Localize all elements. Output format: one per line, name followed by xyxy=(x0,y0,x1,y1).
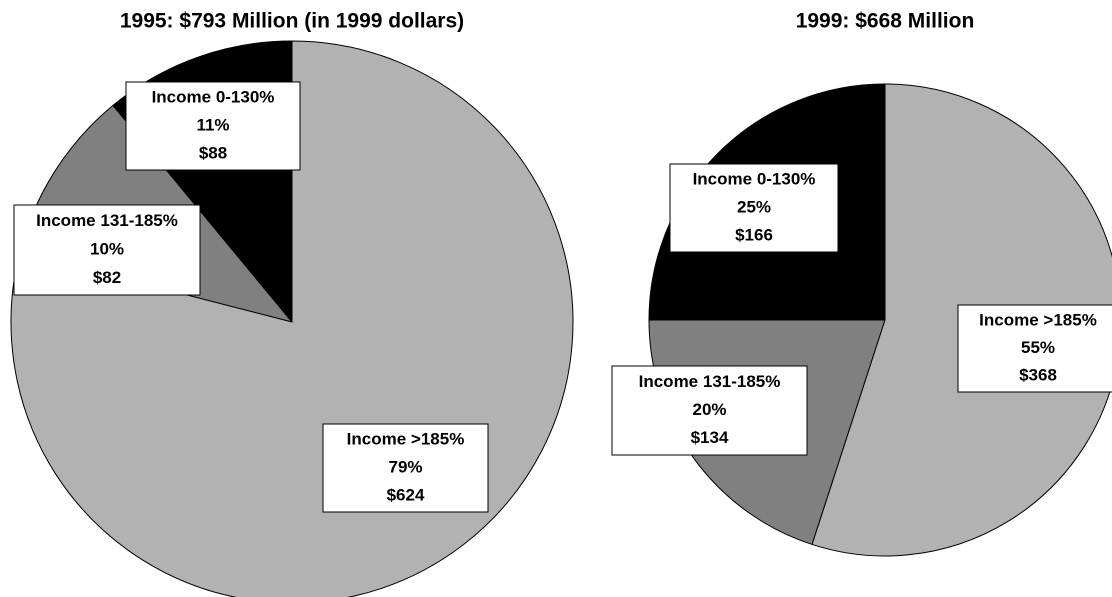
category-label: Income 131-185% xyxy=(36,211,178,230)
amount-label: $88 xyxy=(199,143,227,162)
amount-label: $134 xyxy=(691,428,729,447)
label-box xyxy=(669,163,839,253)
percent-label: 11% xyxy=(196,115,229,134)
category-label: Income 0-130% xyxy=(693,170,816,189)
label-box xyxy=(125,81,301,171)
percent-label: 10% xyxy=(90,239,124,258)
amount-label: $82 xyxy=(93,268,121,287)
percent-label: 20% xyxy=(692,400,726,419)
label-box xyxy=(13,204,201,296)
chart-title: 1995: $793 Million (in 1999 dollars) xyxy=(120,10,464,33)
percent-label: 25% xyxy=(737,197,771,216)
category-label: Income >185% xyxy=(979,310,1097,329)
amount-label: $368 xyxy=(1019,366,1057,385)
label-box xyxy=(957,304,1112,393)
label-box xyxy=(322,423,489,513)
amount-label: $166 xyxy=(735,225,773,244)
amount-label: $624 xyxy=(387,485,425,504)
chart-title: 1999: $668 Million xyxy=(796,10,975,33)
category-label: Income >185% xyxy=(347,430,465,449)
category-label: Income 0-130% xyxy=(152,88,275,107)
percent-label: 79% xyxy=(388,457,422,476)
label-box xyxy=(611,365,808,456)
category-label: Income 131-185% xyxy=(639,372,781,391)
percent-label: 55% xyxy=(1021,338,1055,357)
